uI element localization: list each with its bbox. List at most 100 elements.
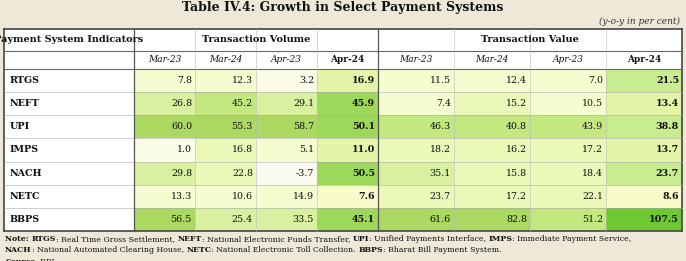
Text: 33.5: 33.5 bbox=[293, 215, 314, 224]
Text: 7.4: 7.4 bbox=[436, 99, 451, 108]
Text: : National Electronic Funds Transfer,: : National Electronic Funds Transfer, bbox=[202, 235, 353, 243]
Text: RTGS: RTGS bbox=[10, 76, 40, 85]
Bar bbox=[378, 208, 454, 231]
Text: UPI: UPI bbox=[353, 235, 369, 243]
Text: 10.5: 10.5 bbox=[582, 99, 603, 108]
Bar bbox=[317, 115, 378, 138]
Bar bbox=[606, 208, 682, 231]
Text: 13.4: 13.4 bbox=[656, 99, 679, 108]
Bar bbox=[530, 185, 606, 208]
Text: : National Automated Clearing House,: : National Automated Clearing House, bbox=[32, 246, 187, 254]
Text: 12.4: 12.4 bbox=[506, 76, 527, 85]
Text: 50.5: 50.5 bbox=[352, 169, 375, 178]
Text: 23.7: 23.7 bbox=[656, 169, 679, 178]
Bar bbox=[195, 138, 256, 162]
Bar bbox=[454, 138, 530, 162]
Text: Table IV.4: Growth in Select Payment Systems: Table IV.4: Growth in Select Payment Sys… bbox=[182, 2, 504, 15]
Text: Mar-23: Mar-23 bbox=[399, 56, 433, 64]
Text: 45.2: 45.2 bbox=[232, 99, 253, 108]
Text: 29.1: 29.1 bbox=[293, 99, 314, 108]
Text: 51.2: 51.2 bbox=[582, 215, 603, 224]
Text: 26.8: 26.8 bbox=[171, 99, 192, 108]
Bar bbox=[317, 92, 378, 115]
Text: 22.1: 22.1 bbox=[582, 192, 603, 201]
Text: 3.2: 3.2 bbox=[299, 76, 314, 85]
Text: NACH: NACH bbox=[10, 169, 43, 178]
Text: : Bharat Bill Payment System.: : Bharat Bill Payment System. bbox=[383, 246, 501, 254]
Text: BBPS: BBPS bbox=[358, 246, 383, 254]
Bar bbox=[256, 185, 317, 208]
Bar bbox=[530, 208, 606, 231]
Text: 7.0: 7.0 bbox=[588, 76, 603, 85]
Bar bbox=[195, 69, 256, 92]
Text: Mar-24: Mar-24 bbox=[209, 56, 242, 64]
Bar bbox=[378, 115, 454, 138]
Bar bbox=[606, 162, 682, 185]
Text: Apr-24: Apr-24 bbox=[331, 56, 365, 64]
Bar bbox=[317, 208, 378, 231]
Bar bbox=[134, 115, 195, 138]
Text: 1.0: 1.0 bbox=[177, 145, 192, 155]
Text: 8.6: 8.6 bbox=[663, 192, 679, 201]
Text: Apr-23: Apr-23 bbox=[271, 56, 302, 64]
Text: NETC: NETC bbox=[10, 192, 40, 201]
Text: 16.9: 16.9 bbox=[352, 76, 375, 85]
Text: : National Electronic Toll Collection.: : National Electronic Toll Collection. bbox=[211, 246, 358, 254]
Text: 55.3: 55.3 bbox=[232, 122, 253, 131]
Text: 50.1: 50.1 bbox=[352, 122, 375, 131]
Bar bbox=[134, 162, 195, 185]
Text: 38.8: 38.8 bbox=[656, 122, 679, 131]
Text: UPI: UPI bbox=[10, 122, 30, 131]
Text: 13.3: 13.3 bbox=[171, 192, 192, 201]
Text: 46.3: 46.3 bbox=[429, 122, 451, 131]
Text: Mar-24: Mar-24 bbox=[475, 56, 509, 64]
Text: 18.4: 18.4 bbox=[582, 169, 603, 178]
Text: Note:: Note: bbox=[5, 235, 32, 243]
Text: BBPS: BBPS bbox=[10, 215, 40, 224]
Text: 29.8: 29.8 bbox=[171, 169, 192, 178]
Bar bbox=[4, 29, 682, 231]
Bar bbox=[134, 185, 195, 208]
Text: 10.6: 10.6 bbox=[232, 192, 253, 201]
Bar bbox=[454, 185, 530, 208]
Bar bbox=[134, 138, 195, 162]
Bar bbox=[317, 162, 378, 185]
Bar bbox=[454, 208, 530, 231]
Text: RTGS: RTGS bbox=[32, 235, 56, 243]
Bar bbox=[530, 92, 606, 115]
Bar bbox=[378, 185, 454, 208]
Bar bbox=[606, 138, 682, 162]
Text: 22.8: 22.8 bbox=[232, 169, 253, 178]
Bar bbox=[378, 138, 454, 162]
Text: 60.0: 60.0 bbox=[171, 122, 192, 131]
Bar bbox=[134, 208, 195, 231]
Text: NEFT: NEFT bbox=[178, 235, 202, 243]
Text: Apr-23: Apr-23 bbox=[552, 56, 584, 64]
Text: Transaction Volume: Transaction Volume bbox=[202, 35, 310, 44]
Bar bbox=[195, 92, 256, 115]
Bar bbox=[378, 162, 454, 185]
Bar bbox=[378, 69, 454, 92]
Text: NETC: NETC bbox=[187, 246, 211, 254]
Bar bbox=[530, 138, 606, 162]
Text: IMPS: IMPS bbox=[488, 235, 512, 243]
Text: : Unified Payments Interface,: : Unified Payments Interface, bbox=[369, 235, 488, 243]
Bar bbox=[195, 162, 256, 185]
Text: 23.7: 23.7 bbox=[430, 192, 451, 201]
Text: Transaction Value: Transaction Value bbox=[481, 35, 579, 44]
Text: 107.5: 107.5 bbox=[649, 215, 679, 224]
Bar bbox=[195, 208, 256, 231]
Bar bbox=[256, 69, 317, 92]
Text: 11.5: 11.5 bbox=[430, 76, 451, 85]
Bar bbox=[606, 92, 682, 115]
Text: 82.8: 82.8 bbox=[506, 215, 527, 224]
Text: NACH: NACH bbox=[5, 246, 32, 254]
Bar bbox=[530, 162, 606, 185]
Bar bbox=[256, 208, 317, 231]
Text: IMPS: IMPS bbox=[10, 145, 39, 155]
Bar bbox=[317, 138, 378, 162]
Bar bbox=[530, 115, 606, 138]
Text: 15.8: 15.8 bbox=[506, 169, 527, 178]
Bar bbox=[606, 69, 682, 92]
Text: 21.5: 21.5 bbox=[656, 76, 679, 85]
